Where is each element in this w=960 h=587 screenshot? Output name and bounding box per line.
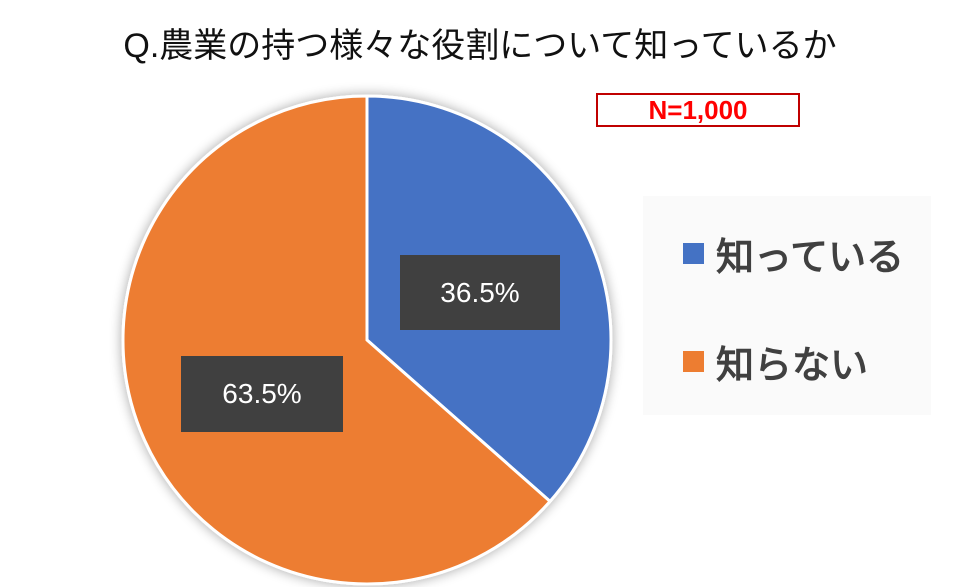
- legend-label: 知らない: [716, 345, 869, 387]
- legend: 知っている 知らない: [643, 196, 931, 415]
- chart-title: Q.農業の持つ様々な役割について知っているか: [123, 27, 837, 65]
- data-label-slice-0: 36.5%: [400, 255, 560, 330]
- data-label-slice-1: 63.5%: [181, 356, 343, 432]
- legend-swatch-orange: [683, 351, 704, 372]
- legend-item-0: 知っている: [683, 226, 904, 281]
- legend-item-1: 知らない: [683, 334, 868, 389]
- pie-slice-1: [121, 94, 553, 586]
- sample-size-badge: N=1,000: [596, 93, 800, 127]
- legend-swatch-blue: [683, 243, 704, 264]
- legend-label: 知っている: [716, 237, 905, 279]
